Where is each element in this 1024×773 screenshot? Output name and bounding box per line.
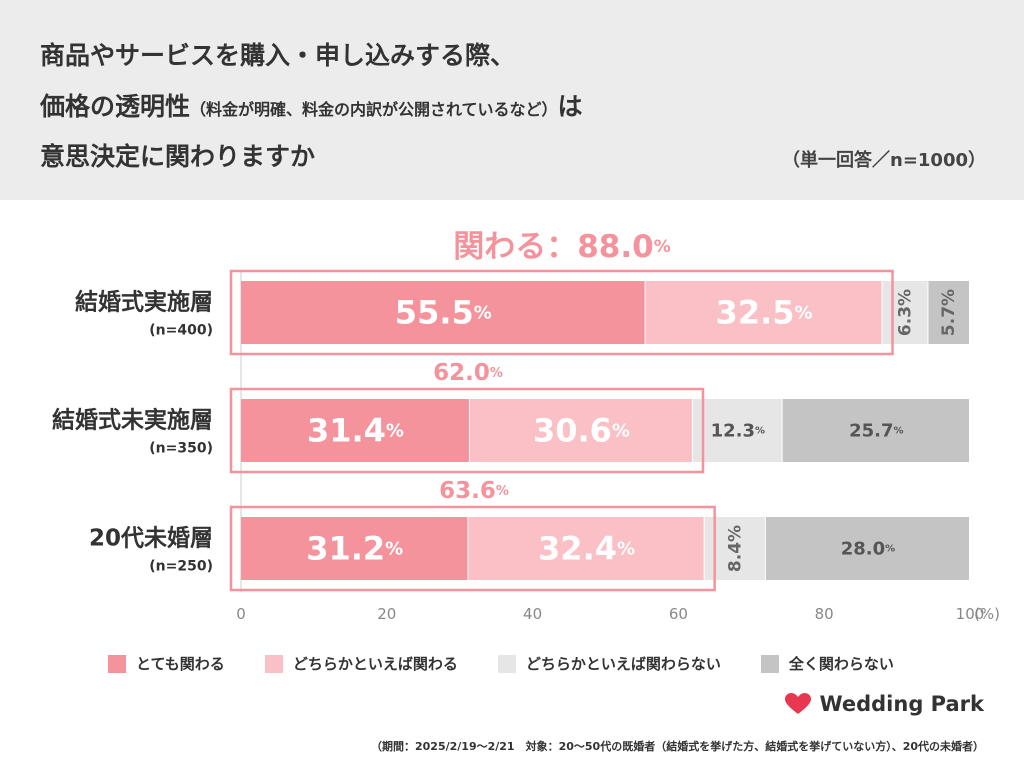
x-unit-label: (%) <box>974 605 1000 623</box>
bar-segment <box>928 281 969 344</box>
highlight-box <box>229 505 716 592</box>
title-main: 価格の透明性 <box>40 92 191 121</box>
bar-segment <box>782 399 969 462</box>
title-end: は <box>557 92 583 121</box>
x-tick-label: 60 <box>669 605 688 623</box>
bar-segment <box>765 517 969 580</box>
legend-label: とても関わる <box>136 655 225 673</box>
bar-segment <box>469 399 692 462</box>
x-tick-label: 100 <box>956 605 985 623</box>
bar-value-label: 6.3% <box>895 289 915 336</box>
bar-segment <box>692 399 782 462</box>
bar-value-label: 25.7% <box>849 420 903 441</box>
bar-value-label: 55.5% <box>395 294 492 332</box>
bar-value-label: 32.4% <box>538 530 635 568</box>
bar-segment <box>241 399 469 462</box>
header-panel: 商品やサービスを購入・申し込みする際、 価格の透明性（料金が明確、料金の内訳が公… <box>0 0 1024 200</box>
total-label: 63.6% <box>439 478 509 504</box>
title-small: （料金が明確、料金の内訳が公開されているなど） <box>190 100 558 119</box>
x-tick-label: 40 <box>523 605 542 623</box>
title-line-2: 価格の透明性（料金が明確、料金の内訳が公開されているなど）は <box>40 87 583 123</box>
sample-note: （単一回答／n=1000） <box>782 150 986 171</box>
brand-name: Wedding Park <box>819 692 984 716</box>
bar-value-label: 12.3% <box>711 420 765 441</box>
legend-item-1: とても関わる <box>108 653 225 674</box>
legend-item-4: 全く関わらない <box>760 653 894 674</box>
bar-value-label: 28.0% <box>841 538 895 559</box>
x-tick-label: 20 <box>377 605 396 623</box>
footer-note: （期間：2025/2/19〜2/21 対象：20〜50代の既婚者（結婚式を挙げた… <box>370 740 984 753</box>
bar-value-label: 31.2% <box>306 530 403 568</box>
bar-segment <box>468 517 704 580</box>
title-line-1: 商品やサービスを購入・申し込みする際、 <box>40 41 516 70</box>
legend-label: 全く関わらない <box>788 655 894 673</box>
legend-item-2: どちらかといえば関わる <box>264 653 458 674</box>
legend-swatch <box>108 654 126 673</box>
total-label: 62.0% <box>433 360 503 386</box>
bar-value-label: 5.7% <box>939 289 959 336</box>
legend: とても関わる どちらかといえば関わる どちらかといえば関わらない 全く関わらない <box>108 653 934 674</box>
category-n-label: (n=400) <box>149 323 213 339</box>
legend-swatch <box>497 654 516 673</box>
bar-value-label: 30.6% <box>533 412 630 450</box>
highlight-box <box>229 269 894 356</box>
category-label: 結婚式未実施層 <box>52 407 213 434</box>
bar-value-label: 8.4% <box>725 525 745 572</box>
bar-value-label: 32.5% <box>716 294 813 332</box>
category-label: 結婚式実施層 <box>75 289 213 316</box>
total-label: 関わる：88.0% <box>453 229 671 265</box>
brand-logo: Wedding Park <box>785 692 984 716</box>
heart-icon <box>785 693 812 714</box>
legend-label: どちらかといえば関わる <box>292 655 458 673</box>
legend-item-3: どちらかといえば関わらない <box>497 653 721 674</box>
bar-value-label: 31.4% <box>307 412 404 450</box>
category-n-label: (n=350) <box>149 441 213 457</box>
legend-label: どちらかといえば関わらない <box>525 655 721 673</box>
bar-segment <box>882 281 928 344</box>
bar-segment <box>241 281 645 344</box>
legend-swatch <box>760 654 779 673</box>
title-line-3: 意思決定に関わりますか <box>40 142 316 171</box>
highlight-box <box>229 387 705 474</box>
category-n-label: (n=250) <box>149 559 213 575</box>
x-tick-label: 80 <box>815 605 834 623</box>
legend-swatch <box>264 654 283 673</box>
bar-segment <box>645 281 882 344</box>
bar-segment <box>241 517 468 580</box>
x-tick-label: 0 <box>236 605 246 623</box>
category-label: 20代未婚層 <box>89 525 213 552</box>
